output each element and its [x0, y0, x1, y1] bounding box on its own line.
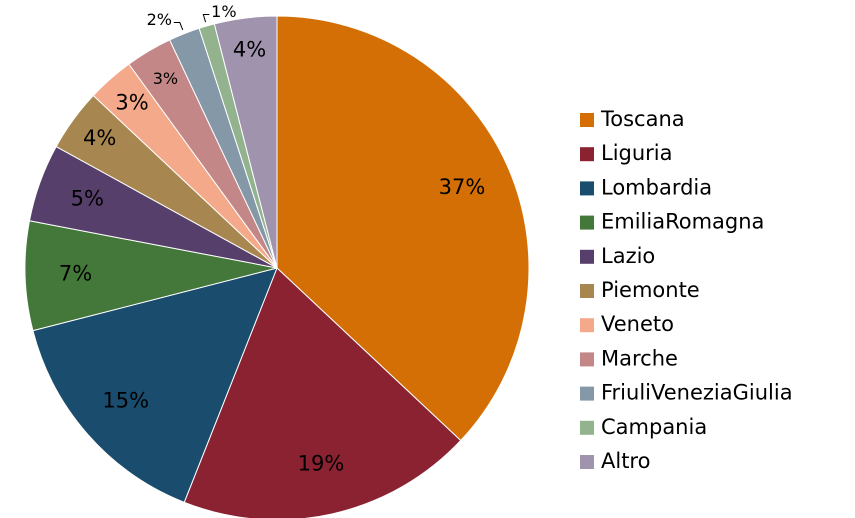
data-label: 4%: [233, 37, 266, 61]
leader-line: [173, 22, 184, 31]
legend-swatch: [580, 318, 594, 333]
pie-slice: [213, 15, 278, 269]
data-label: 3%: [115, 91, 148, 115]
legend-label: Liguria: [601, 141, 673, 165]
data-label: 4%: [83, 126, 116, 150]
legend-label: Toscana: [600, 107, 685, 131]
leader-line: [202, 13, 210, 23]
legend-label: EmiliaRomagna: [601, 210, 764, 234]
legend-label: Piemonte: [601, 278, 700, 302]
data-label: 19%: [298, 452, 345, 476]
legend-swatch: [580, 249, 594, 264]
legend-swatch: [580, 352, 594, 367]
legend-label: Campania: [601, 415, 707, 439]
pie-slice: [24, 220, 278, 332]
data-label: 5%: [71, 187, 104, 211]
legend-label: Veneto: [601, 312, 674, 336]
data-label: 15%: [102, 388, 149, 412]
data-label: 7%: [59, 261, 92, 285]
legend-label: Altro: [601, 449, 650, 473]
legend-label: Lombardia: [601, 175, 712, 199]
legend-swatch: [580, 284, 594, 298]
legend-swatch: [580, 386, 594, 401]
pie-slice: [276, 15, 530, 442]
legend-label: Lazio: [601, 244, 655, 268]
legend-swatch: [580, 455, 594, 469]
legend-label: Marche: [601, 346, 678, 370]
legend-swatch: [580, 147, 594, 162]
data-label: 3%: [153, 69, 178, 88]
legend-swatch: [580, 215, 594, 230]
data-label: 2%: [147, 10, 172, 29]
data-label: 1%: [211, 2, 236, 21]
legend-swatch: [580, 420, 594, 435]
legend-swatch: [580, 181, 594, 196]
pie-slice: [32, 267, 278, 503]
legend-label: FriuliVeneziaGiulia: [601, 381, 793, 405]
pie-slice: [183, 267, 462, 518]
data-label: 37%: [439, 175, 486, 199]
legend-swatch: [580, 113, 594, 127]
